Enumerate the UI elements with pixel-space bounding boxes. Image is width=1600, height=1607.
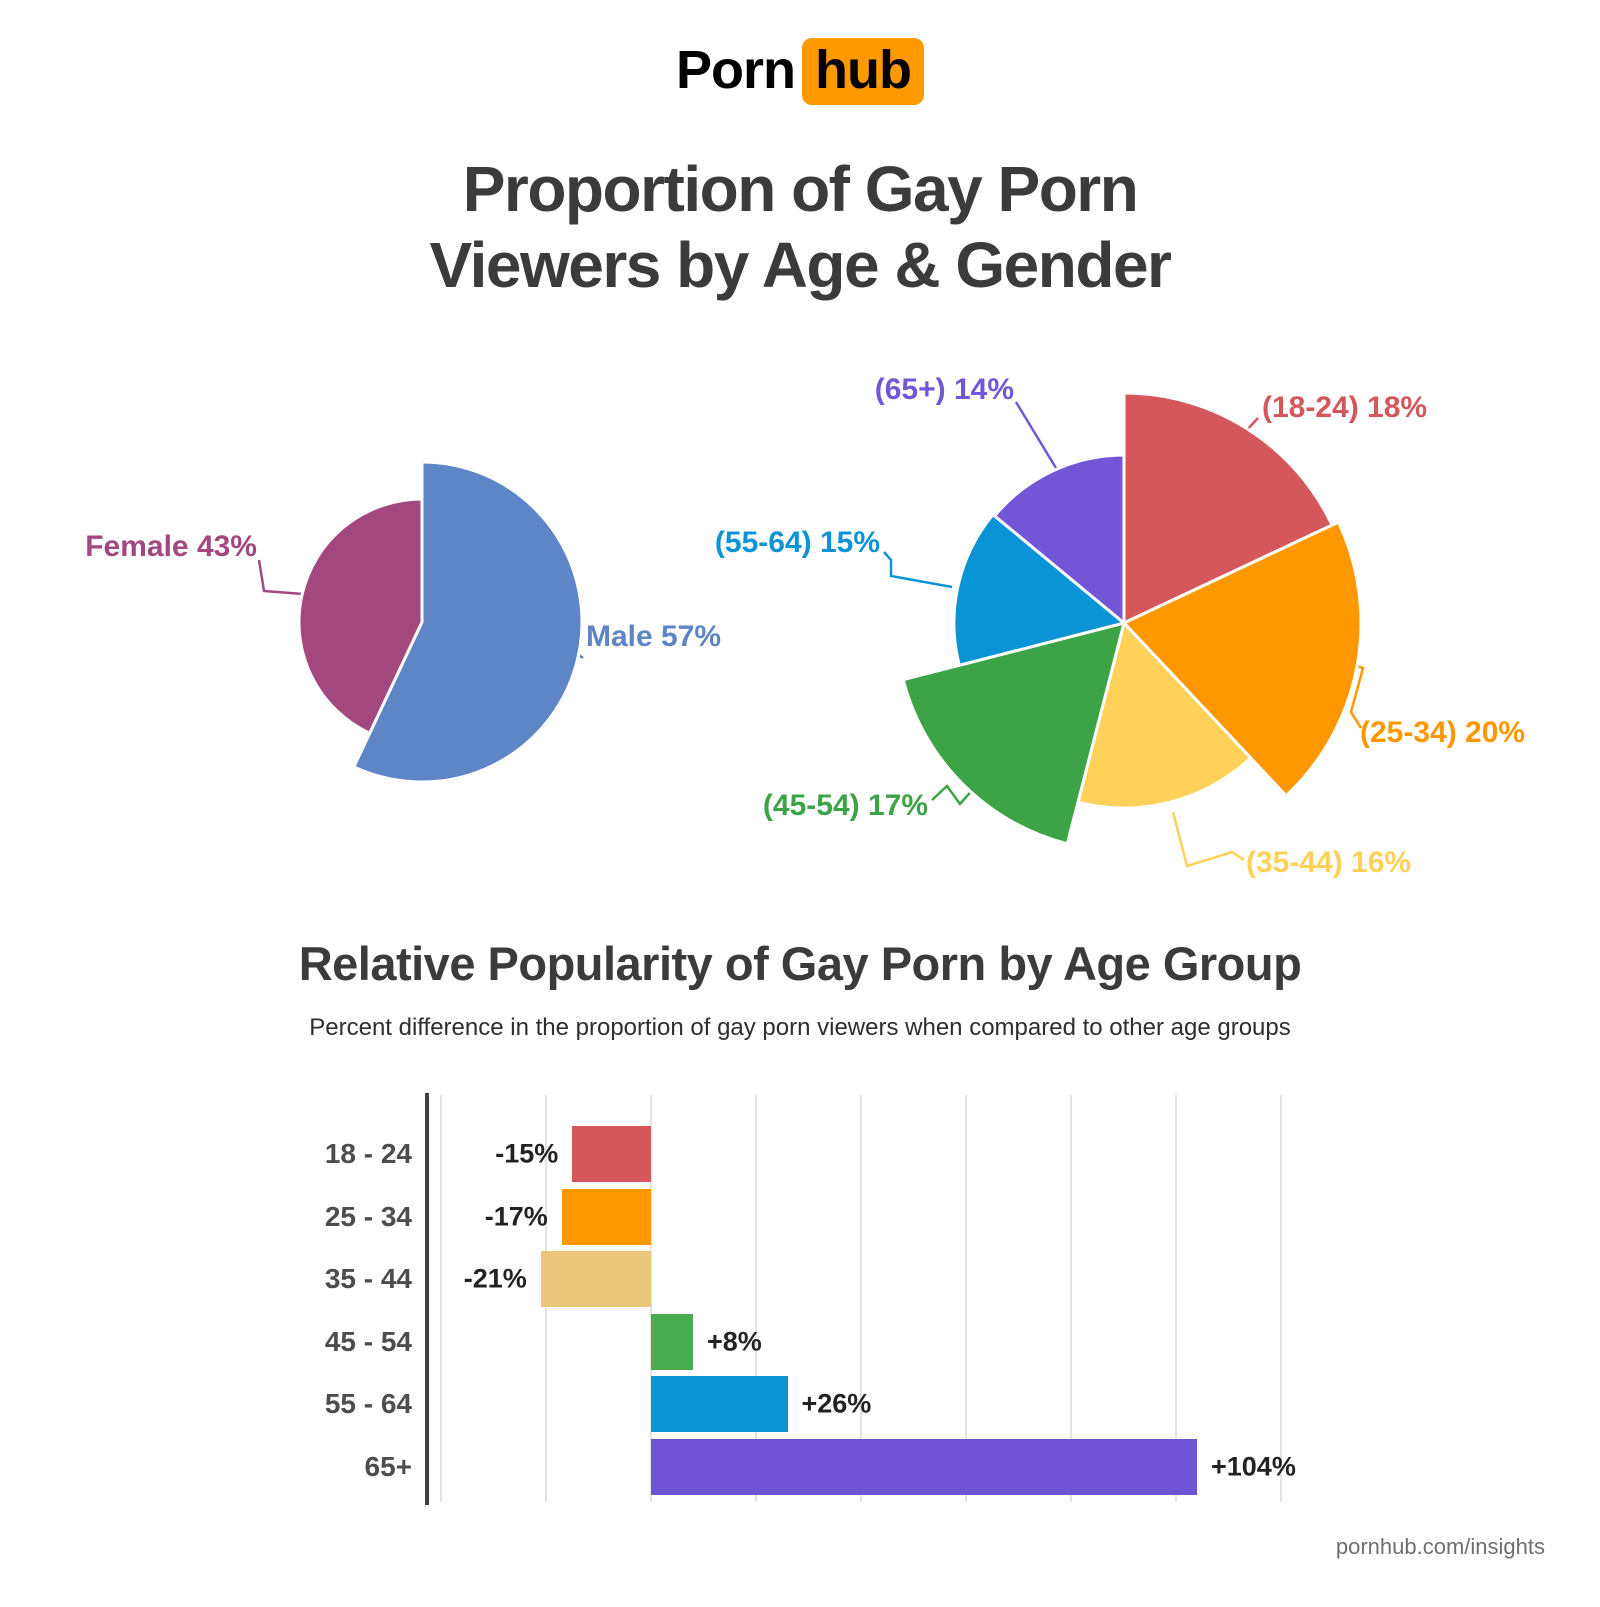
pie-slice-Male	[352, 460, 584, 784]
bar-category-18-24: 18 - 24	[324, 1138, 412, 1169]
gender-pie	[297, 460, 584, 784]
bar-value-65+: +104%	[1211, 1451, 1296, 1481]
main-title-line1: Proportion of Gay Porn	[462, 153, 1139, 225]
bar-65+	[651, 1438, 1197, 1495]
pie-slice-35-44	[1076, 621, 1253, 810]
pie-label-Male: Male 57%	[586, 620, 722, 653]
pie-slice-55-64	[952, 513, 1126, 667]
bar-55-64	[651, 1376, 788, 1432]
pornhub-logo: Porn hub	[0, 38, 1600, 105]
pie-slice-65+	[993, 453, 1126, 625]
age-pie	[901, 391, 1363, 846]
main-title: Proportion of Gay Porn Viewers by Age & G…	[0, 152, 1600, 303]
bar-18-24	[572, 1126, 651, 1182]
pie-label-Female: Female 43%	[85, 530, 257, 563]
gridline	[1280, 1095, 1282, 1502]
leader-line-35-44	[1171, 811, 1245, 868]
bar-value-25-34: -17%	[484, 1201, 548, 1231]
bar-25-34	[561, 1188, 651, 1245]
gridline	[440, 1095, 442, 1502]
bar-35-44	[540, 1251, 651, 1307]
section2-subtitle: Percent difference in the proportion of …	[309, 1014, 1291, 1041]
pie-slice-25-34	[1122, 520, 1363, 798]
leader-line-Male	[563, 642, 584, 660]
pie-label-65+: (65+) 14%	[874, 373, 1014, 406]
gridline	[1175, 1095, 1177, 1502]
pie-label-45-54: (45-54) 17%	[762, 789, 928, 822]
bar-category-55-64: 55 - 64	[324, 1388, 412, 1419]
pie-label-25-34: (25-34) 20%	[1360, 716, 1526, 749]
bar-category-35-44: 35 - 44	[324, 1263, 412, 1294]
logo-text-porn: Porn	[676, 40, 796, 100]
gridline	[755, 1095, 757, 1502]
bar-category-25-34: 25 - 34	[324, 1200, 412, 1232]
pie-label-18-24: (18-24) 18%	[1262, 391, 1428, 424]
footer-url: pornhub.com/insights	[1335, 1534, 1545, 1559]
bar-value-55-64: +26%	[801, 1388, 872, 1419]
bar-value-35-44: -21%	[463, 1263, 527, 1294]
leader-line-55-64	[883, 551, 953, 589]
bar-category-65+: 65+	[364, 1450, 413, 1482]
pie-label-55-64: (55-64) 15%	[714, 526, 880, 559]
pie-slice-45-54	[901, 621, 1126, 846]
leader-line-65+	[1014, 401, 1064, 479]
leader-line-Female	[257, 559, 304, 596]
gridline	[860, 1095, 862, 1502]
pie-label-35-44: (35-44) 16%	[1246, 846, 1412, 879]
bar-category-45-54: 45 - 54	[324, 1325, 412, 1357]
gridline	[1070, 1095, 1072, 1502]
bar-value-18-24: -15%	[495, 1138, 559, 1169]
bar-value-45-54: +8%	[707, 1326, 762, 1356]
gridline	[650, 1095, 652, 1502]
section2-title: Relative Popularity of Gay Porn by Age G…	[298, 937, 1302, 990]
pie-slice-Female	[297, 497, 424, 735]
main-title-line2: Viewers by Age & Gender	[429, 228, 1172, 301]
leader-line-18-24	[1209, 417, 1259, 471]
y-axis-line	[425, 1093, 429, 1505]
logo-text-hub: hub	[802, 38, 924, 105]
bar-45-54	[651, 1313, 693, 1370]
gridline	[965, 1095, 967, 1502]
pie-slice-18-24	[1122, 391, 1334, 625]
leader-line-45-54	[931, 777, 984, 806]
